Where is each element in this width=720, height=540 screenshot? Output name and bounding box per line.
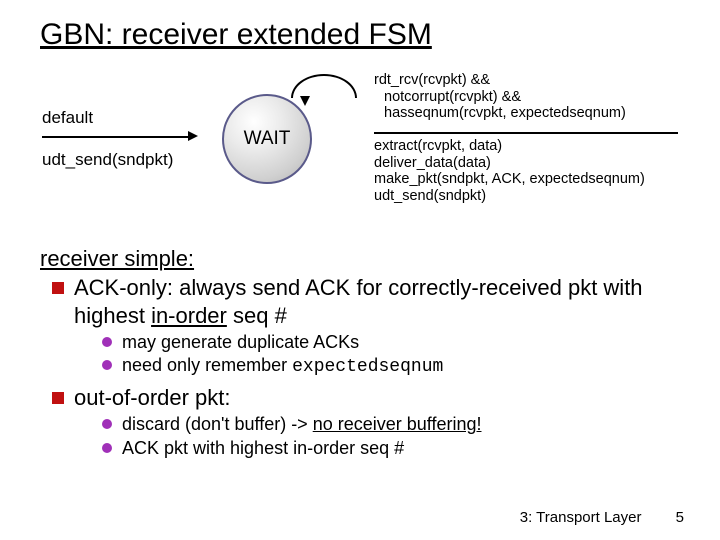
left-fraction-line	[42, 136, 190, 138]
sub-list-2: discard (don't buffer) -> no receiver bu…	[74, 413, 692, 460]
sub-duplicate-acks: may generate duplicate ACKs	[102, 331, 692, 354]
cond-line3: hasseqnum(rcvpkt, expectedseqnum)	[374, 105, 626, 122]
default-label: default	[42, 108, 93, 128]
sub-list-1: may generate duplicate ACKs need only re…	[74, 331, 692, 380]
footer: 3: Transport Layer 5	[520, 509, 684, 526]
sub-ack-highest: ACK pkt with highest in-order seq #	[102, 437, 692, 460]
b2s1-ul: no receiver buffering!	[313, 414, 482, 434]
transition-action: extract(rcvpkt, data) deliver_data(data)…	[374, 138, 645, 205]
cond-line2: notcorrupt(rcvpkt) &&	[374, 89, 626, 106]
bullet-ack-only: ACK-only: always send ACK for correctly-…	[52, 274, 692, 380]
sub-discard: discard (don't buffer) -> no receiver bu…	[102, 413, 692, 436]
receiver-simple-heading: receiver simple:	[40, 246, 692, 272]
b2-text: out-of-order pkt:	[74, 385, 231, 410]
page-number: 5	[676, 509, 684, 526]
b1s2-pre: need only remember	[122, 355, 292, 375]
bullet-out-of-order: out-of-order pkt: discard (don't buffer)…	[52, 384, 692, 460]
self-loop-arc	[291, 74, 357, 98]
wait-state-label: WAIT	[244, 128, 291, 150]
act-line1: extract(rcvpkt, data)	[374, 138, 645, 155]
act-line3: make_pkt(sndpkt, ACK, expectedseqnum)	[374, 171, 645, 188]
cond-line1: rdt_rcv(rcvpkt) &&	[374, 72, 626, 89]
b1-inorder: in-order	[151, 303, 227, 328]
fsm-diagram: default udt_send(sndpkt) WAIT rdt_rcv(rc…	[36, 76, 676, 236]
transition-condition: rdt_rcv(rcvpkt) && notcorrupt(rcvpkt) &&…	[374, 72, 626, 122]
left-arrowhead-icon	[188, 131, 198, 141]
bullet-list: ACK-only: always send ACK for correctly-…	[40, 274, 692, 460]
wait-state: WAIT	[222, 94, 312, 184]
b1s2-code: expectedseqnum	[292, 357, 443, 377]
b1-post: seq #	[227, 303, 287, 328]
page-title: GBN: receiver extended FSM	[40, 18, 692, 52]
right-fraction-line	[374, 132, 678, 134]
sub-expectedseqnum: need only remember expectedseqnum	[102, 354, 692, 379]
act-line4: udt_send(sndpkt)	[374, 188, 645, 205]
self-loop-arrow-icon	[300, 96, 310, 106]
act-line2: deliver_data(data)	[374, 155, 645, 172]
chapter-label: 3: Transport Layer	[520, 509, 642, 526]
b2s1-pre: discard (don't buffer) ->	[122, 414, 313, 434]
default-action-label: udt_send(sndpkt)	[42, 150, 173, 170]
